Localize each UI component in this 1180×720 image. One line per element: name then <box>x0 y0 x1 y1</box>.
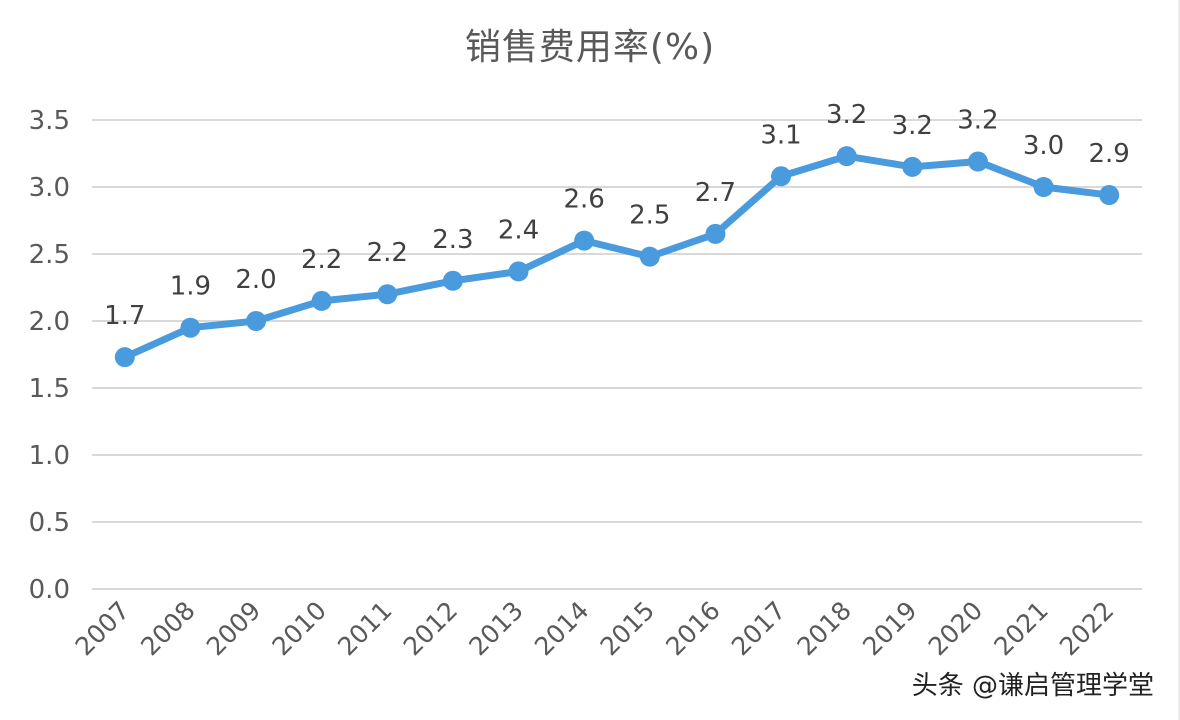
data-point-marker <box>508 261 529 282</box>
data-label: 1.9 <box>170 272 211 302</box>
x-tick-label: 2009 <box>201 596 266 661</box>
data-label: 2.0 <box>235 265 276 295</box>
data-label: 3.2 <box>826 100 867 130</box>
watermark: 头条 @谦启管理学堂 <box>907 665 1158 702</box>
data-labels: 1.7 1.9 2.0 2.2 2.2 2.3 2.4 2.6 2.5 2.7 3.1 3.2 3.2 3… <box>104 100 1130 331</box>
data-point-marker <box>180 317 201 338</box>
data-point-marker <box>1033 177 1054 197</box>
x-tick-label: 2007 <box>70 596 135 661</box>
data-label: 3.2 <box>957 106 998 136</box>
x-tick-label: 2018 <box>791 596 856 661</box>
y-tick-label: 2.0 <box>29 307 70 337</box>
data-point-marker <box>1099 185 1120 206</box>
data-label: 2.2 <box>301 245 342 275</box>
y-tick-label: 3.5 <box>29 106 70 136</box>
x-tick-label: 2013 <box>463 596 528 661</box>
x-tick-label: 2012 <box>398 596 463 661</box>
data-point-marker <box>639 246 660 267</box>
data-label: 2.4 <box>498 215 539 245</box>
data-point-marker <box>574 230 595 251</box>
y-tick-label: 0.5 <box>29 508 70 538</box>
data-point-marker <box>311 290 332 311</box>
data-label: 3.1 <box>760 120 801 150</box>
series-path <box>121 152 1113 361</box>
data-point-marker <box>705 223 726 244</box>
data-point-marker <box>771 166 792 187</box>
data-point-marker <box>377 284 398 305</box>
x-tick-label: 2008 <box>135 596 200 661</box>
y-axis-ticks: 0.0 0.5 1.0 1.5 2.0 2.5 3.0 3.5 <box>29 106 70 605</box>
y-tick-label: 1.0 <box>29 441 70 471</box>
data-point-marker <box>836 146 857 167</box>
x-tick-label: 2019 <box>857 596 922 661</box>
x-axis-ticks: 2007 2008 2009 2010 2011 2012 2013 2014 2015 2016… <box>70 596 1120 661</box>
x-tick-label: 2010 <box>266 596 331 661</box>
data-label: 2.7 <box>695 178 736 208</box>
x-tick-label: 2016 <box>660 596 725 661</box>
data-point-marker <box>902 156 923 177</box>
data-point-marker <box>967 151 988 172</box>
data-label: 3.2 <box>892 111 933 141</box>
data-label: 1.7 <box>104 301 145 331</box>
data-label: 2.2 <box>367 238 408 268</box>
chart-title: 销售费用率(%) <box>464 27 716 68</box>
gridlines <box>92 119 1142 590</box>
right-border <box>1178 0 1180 720</box>
x-tick-label: 2022 <box>1054 596 1119 661</box>
y-tick-label: 2.5 <box>29 240 70 270</box>
data-label: 2.5 <box>629 201 670 231</box>
x-tick-label: 2011 <box>332 596 397 661</box>
data-point-marker <box>114 347 135 368</box>
x-tick-label: 2017 <box>726 596 791 661</box>
y-tick-label: 3.0 <box>29 173 70 203</box>
x-tick-label: 2015 <box>595 596 660 661</box>
data-point-marker <box>442 270 463 291</box>
data-point-marker <box>246 311 267 331</box>
y-tick-label: 1.5 <box>29 374 70 404</box>
data-label: 3.0 <box>1023 131 1064 161</box>
series-line <box>114 146 1120 368</box>
data-label: 2.3 <box>432 225 473 255</box>
x-tick-label: 2021 <box>988 596 1053 661</box>
x-tick-label: 2014 <box>529 596 594 661</box>
y-tick-label: 0.0 <box>29 575 70 605</box>
data-label: 2.6 <box>564 185 605 215</box>
x-tick-label: 2020 <box>923 596 988 661</box>
data-label: 2.9 <box>1089 139 1130 169</box>
